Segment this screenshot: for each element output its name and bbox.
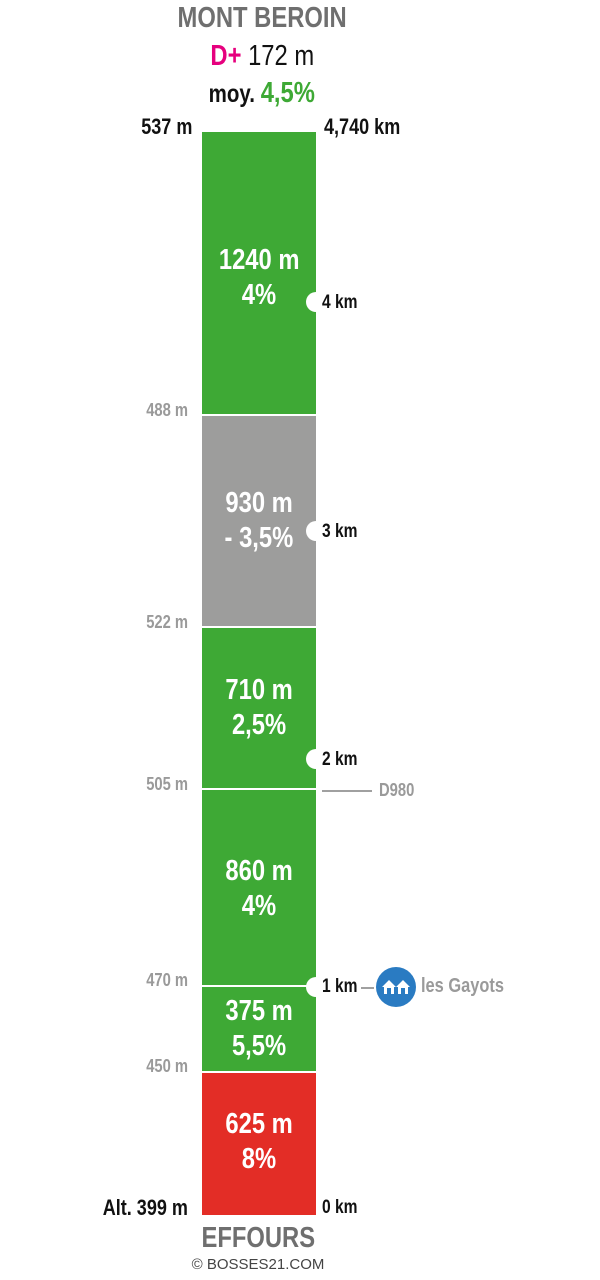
start-distance: 0 km <box>322 1197 358 1218</box>
segment-1: 1240 m 4% <box>202 132 316 414</box>
segment-4-label: 860 m 4% <box>225 855 293 922</box>
segment-2: 930 m- 3,5% <box>202 416 316 626</box>
avg-prefix: moy. <box>208 80 256 108</box>
segment-6: 625 m 8% <box>202 1073 316 1215</box>
profile-column: 1240 m 4% 930 m- 3,5% 710 m 2,5% 860 m 4% 3… <box>202 132 316 1215</box>
dplus-value: 172 m <box>247 40 314 72</box>
segment-3-label: 710 m 2,5% <box>225 674 293 741</box>
start-name: EFFOURS <box>201 1222 315 1254</box>
km-notch <box>306 749 326 769</box>
avg-value: 4,5% <box>260 77 316 109</box>
credit: © BOSSES21.COM <box>191 1256 325 1273</box>
segment-5-label: 375 m 5,5% <box>225 995 293 1062</box>
dplus-prefix: D+ <box>210 40 242 72</box>
elevation-gain: D+ 172 m <box>0 40 524 73</box>
segment-4: 860 m 4% <box>202 790 316 985</box>
summit-altitude: 537 m <box>140 114 192 139</box>
km-marker: 1 km <box>322 976 358 997</box>
climb-title: MONT BEROIN <box>177 2 347 34</box>
altitude-label: 505 m <box>146 774 188 794</box>
km-marker: 4 km <box>322 292 358 313</box>
km-marker: 2 km <box>322 749 358 770</box>
segment-3: 710 m 2,5% <box>202 628 316 788</box>
altitude-label: 488 m <box>146 400 188 420</box>
km-marker: 3 km <box>322 521 358 542</box>
km-notch <box>306 977 326 997</box>
road-line <box>322 790 372 792</box>
altitude-label: 522 m <box>146 612 188 632</box>
altitude-label: 470 m <box>146 970 188 990</box>
segment-1-label: 1240 m 4% <box>218 244 300 311</box>
altitude-label: 450 m <box>146 1056 188 1076</box>
houses-icon <box>376 967 416 1007</box>
segment-5: 375 m 5,5% <box>202 987 316 1071</box>
road-label: D980 <box>379 780 415 800</box>
segment-2-label: 930 m- 3,5% <box>224 487 294 554</box>
summit-distance: 4,740 km <box>324 114 401 139</box>
average-gradient: moy. 4,5% <box>0 77 524 110</box>
village-connector <box>361 987 374 989</box>
segment-6-label: 625 m 8% <box>225 1108 293 1175</box>
km-notch <box>306 292 326 312</box>
start-altitude: Alt. 399 m <box>102 1195 188 1220</box>
km-notch <box>306 521 326 541</box>
village-label: les Gayots <box>421 975 504 997</box>
